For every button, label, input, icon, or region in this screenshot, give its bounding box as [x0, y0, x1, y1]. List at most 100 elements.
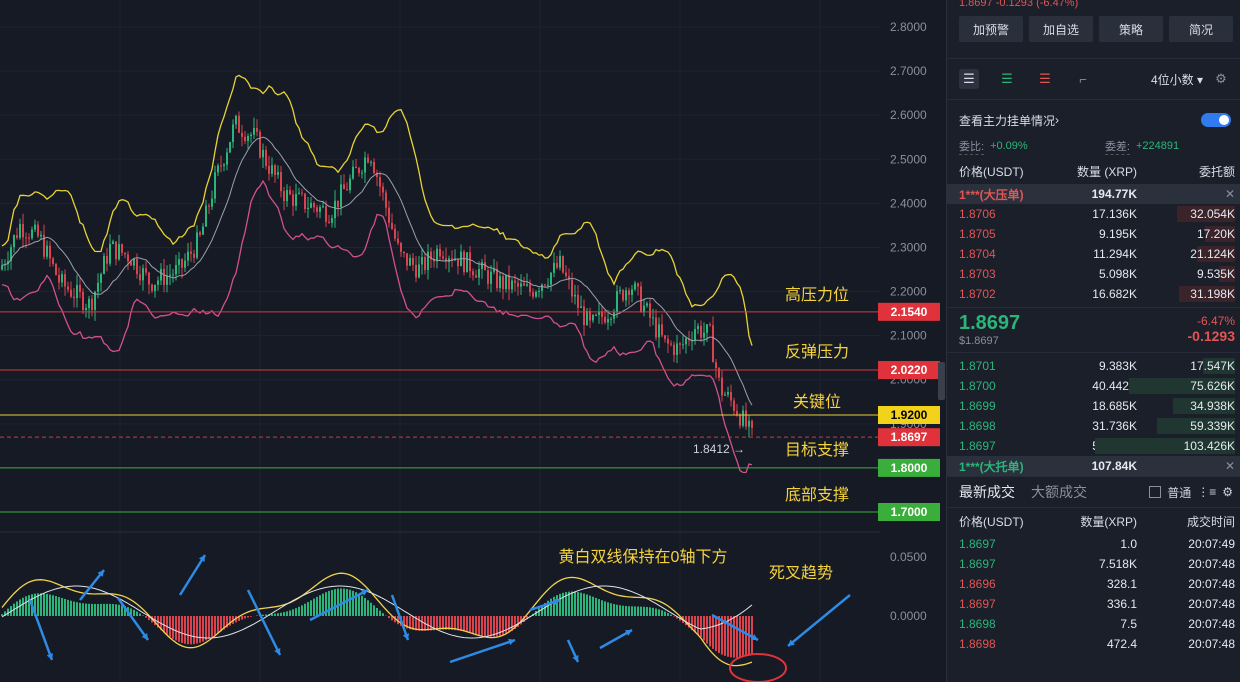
macd-bar	[238, 616, 240, 621]
macd-bar	[379, 610, 381, 616]
macd-bar	[109, 603, 111, 616]
candle-body	[364, 157, 366, 173]
macd-bar	[364, 597, 366, 616]
macd-bar	[112, 604, 114, 616]
col-qty[interactable]: 数量 (XRP)	[1076, 164, 1137, 179]
ask-row[interactable]: 1.8705 9.195K 17.20K	[947, 224, 1240, 244]
arrow-head	[141, 633, 148, 640]
candle-body	[547, 284, 549, 286]
macd-bar	[721, 616, 723, 655]
ratio-label: 委比:	[959, 138, 985, 155]
macd-bar	[619, 605, 621, 616]
price-chart-area[interactable]: 2.8000 2.7000 2.6000 2.5000 2.4000 2.3000 2.20…	[0, 0, 945, 682]
order-amount: 34.938K	[1190, 399, 1235, 413]
price-axis-label: 2.1000	[890, 329, 927, 343]
ask-row[interactable]: 1.8702 16.682K 31.198K	[947, 284, 1240, 304]
decimals-select[interactable]: 4位小数 ▾	[1151, 71, 1203, 88]
ask-row[interactable]: 1.8704 11.294K 21.124K	[947, 244, 1240, 264]
macd-bar	[340, 588, 342, 616]
low-price-marker: 1.8412 →	[693, 442, 745, 456]
main-orders-link[interactable]: 查看主力挂单情况	[959, 113, 1056, 128]
close-icon[interactable]: ✕	[1224, 187, 1235, 201]
macd-bar	[16, 601, 18, 616]
macd-bar	[331, 589, 333, 616]
filter-icon[interactable]: ⋮≡	[1197, 485, 1217, 499]
candle-body	[136, 258, 138, 275]
macd-bar	[652, 607, 654, 616]
macd-bar	[280, 612, 282, 616]
settings-icon[interactable]: ⚙	[1222, 485, 1233, 499]
big-ask-row[interactable]: 1***(大压单) 194.77K ✕	[947, 184, 1240, 204]
candle-body	[739, 415, 741, 426]
candle-body	[130, 261, 132, 266]
order-amount: 59.339K	[1190, 419, 1235, 433]
bid-row[interactable]: 1.8698 31.736K 59.339K	[947, 416, 1240, 436]
candle-body	[25, 237, 27, 239]
macd-bar	[514, 616, 516, 629]
add-alert-button[interactable]: 加预警	[959, 16, 1023, 42]
candle-body	[475, 275, 477, 278]
strategy-button[interactable]: 策略	[1099, 16, 1163, 42]
macd-bar	[568, 591, 570, 616]
candle-body	[19, 224, 21, 238]
macd-bar	[502, 616, 504, 635]
overview-button[interactable]: 简况	[1169, 16, 1233, 42]
add-watchlist-button[interactable]: 加自选	[1029, 16, 1093, 42]
trade-col-qty[interactable]: 数量(XRP)	[1080, 514, 1137, 529]
candle-body	[718, 368, 720, 378]
trade-qty: 7.5	[1120, 617, 1137, 631]
candle-body	[622, 290, 624, 301]
macd-dif-line	[1, 572, 753, 667]
level-price-box	[878, 302, 940, 321]
candle-body	[463, 251, 465, 273]
candle-body	[322, 206, 324, 208]
bid-row[interactable]: 1.8699 18.685K 34.938K	[947, 396, 1240, 416]
candle-body	[742, 410, 744, 426]
macd-bar	[187, 616, 189, 645]
asks-view-icon[interactable]: ☰	[1039, 71, 1051, 86]
candle-body	[727, 392, 729, 395]
level-price-box	[878, 428, 940, 447]
macd-bar	[739, 616, 741, 658]
normal-checkbox[interactable]	[1149, 486, 1162, 498]
both-sides-view-icon[interactable]: ☰	[959, 69, 979, 89]
candle-body	[148, 272, 150, 285]
col-amount[interactable]: 委托额	[1198, 164, 1235, 179]
trade-qty: 7.518K	[1098, 557, 1137, 571]
candle-body	[124, 252, 126, 255]
bid-row[interactable]: 1.8701 9.383K 17.547K	[947, 356, 1240, 376]
macd-bar	[745, 616, 747, 657]
macd-bar	[64, 598, 66, 616]
depth-bar	[1205, 226, 1235, 242]
arrow-head	[572, 655, 579, 662]
candle-body	[244, 136, 246, 141]
order-qty: 17.136K	[1092, 207, 1137, 221]
ask-row[interactable]: 1.8706 17.136K 32.054K	[947, 204, 1240, 224]
macd-bar	[478, 616, 480, 636]
tab-latest-trades[interactable]: 最新成交	[959, 484, 1015, 500]
candlestick-chart[interactable]: 2.8000 2.7000 2.6000 2.5000 2.4000 2.3000 2.20…	[0, 0, 945, 682]
big-bid-row[interactable]: 1***(大托单) 107.84K ✕	[947, 456, 1240, 476]
order-price: 1.8697	[959, 439, 996, 453]
order-qty: 11.294K	[1093, 247, 1137, 261]
arrow-head	[402, 633, 410, 640]
tab-large-trades[interactable]: 大额成交	[1031, 484, 1087, 500]
price-summary-strip: 1.8697 -0.1293 (-6.47%)	[959, 0, 1079, 9]
col-price[interactable]: 价格(USDT)	[959, 164, 1024, 179]
depth-view-icon[interactable]: ⌐	[1079, 71, 1087, 87]
ask-row[interactable]: 1.8703 5.098K 9.535K	[947, 264, 1240, 284]
macd-bar	[52, 595, 54, 616]
bid-row[interactable]: 1.869755.317K103.426K	[947, 436, 1240, 456]
order-amount: 21.124K	[1190, 247, 1235, 261]
bids-list: 1.8701 9.383K 17.547K 1.8700 40.442K 75.626K 1…	[947, 356, 1240, 456]
trade-row: 1.8698 472.4 20:07:48	[947, 634, 1240, 654]
main-orders-toggle[interactable]	[1201, 113, 1231, 127]
macd-bar	[310, 600, 312, 616]
trade-col-time: 成交时间	[1186, 514, 1235, 529]
candle-body	[625, 290, 627, 301]
bid-row[interactable]: 1.8700 40.442K 75.626K	[947, 376, 1240, 396]
bids-view-icon[interactable]: ☰	[1001, 71, 1013, 86]
close-icon[interactable]: ✕	[1224, 459, 1235, 473]
candle-body	[187, 251, 189, 261]
settings-icon[interactable]: ⚙	[1215, 71, 1227, 86]
